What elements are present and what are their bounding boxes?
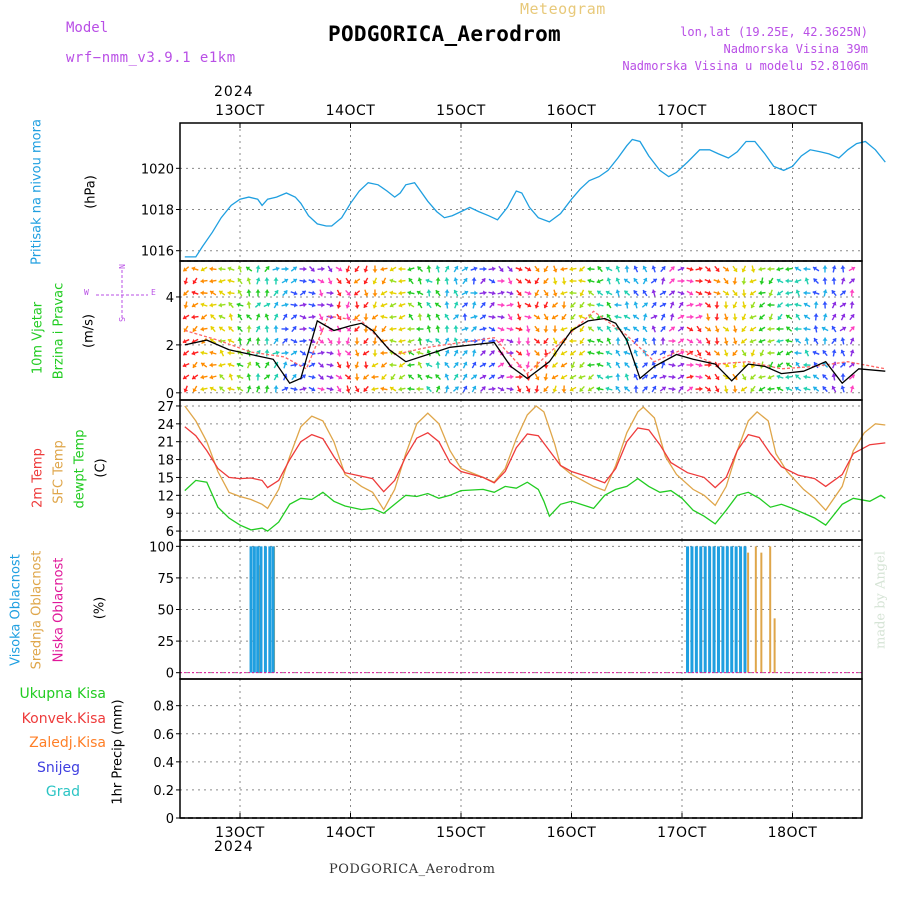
wind-direction-field (182, 265, 856, 393)
low-cloud-label: Niska Oblacnost (51, 557, 67, 663)
cloud-ytick-label: 50 (157, 604, 174, 619)
precip-panel-frame (179, 678, 863, 819)
temp2m-series-line (184, 426, 886, 493)
station-title: PODGORICA_Aerodrom (328, 22, 561, 46)
cloud-ytick-label: 0 (166, 667, 174, 682)
watermark: made by Angel (873, 551, 889, 649)
pressure-unit: (hPa) (83, 175, 99, 209)
wind-gust-series-line (184, 310, 886, 375)
cloud-ytick-label: 75 (157, 572, 174, 587)
temperature-ytick-label: 18 (157, 454, 174, 469)
time-tick-label-top: 15OCT (436, 103, 486, 119)
wind-unit: (m/s) (81, 314, 97, 348)
compass-s-label: S (116, 317, 126, 322)
dewpt-temp-label: dewpt Temp (72, 429, 88, 509)
temp-unit: (C) (93, 458, 109, 478)
sfc-temp-label: SFC Temp (51, 440, 67, 504)
cloud-unit: (%) (92, 596, 108, 620)
wind-ytick-label: 0 (166, 387, 174, 402)
model-elevation-label: Nadmorska Visina u modelu 52.8106m (622, 59, 868, 73)
pressure-series-line (184, 138, 886, 258)
precip-legend-item: Zaledj.Kisa (29, 735, 106, 751)
cloud-ytick-label: 25 (157, 635, 174, 650)
model-label: Model (66, 20, 109, 36)
time-tick-label-top: 16OCT (547, 103, 597, 119)
lonlat-label: lon,lat (19.25E, 42.3625N) (680, 25, 868, 39)
time-tick-label-bottom: 14OCT (326, 825, 376, 841)
pressure-panel-frame (179, 122, 863, 262)
high-cloud-label: Visoka Oblacnost (8, 554, 24, 666)
precip-ylabel: 1hr Precip (mm) (110, 699, 126, 805)
cloud-ytick-label: 100 (149, 540, 174, 555)
precip-legend-item: Grad (45, 784, 80, 800)
pressure-ytick-label: 1016 (141, 245, 174, 260)
temperature-ytick-label: 24 (157, 418, 174, 433)
pressure-ylabel: Pritisak na nivou mora (29, 119, 45, 265)
wind-ytick-label: 2 (166, 339, 174, 354)
model-name: wrf−nmm_v3.9.1 e1km (66, 50, 236, 66)
precip-ytick-label: 0.4 (153, 756, 174, 771)
temperature-panel-frame (179, 399, 863, 541)
compass-n-label: N (116, 264, 126, 269)
mid-cloud-label: Srednja Oblacnost (29, 550, 45, 670)
pressure-ytick-label: 1018 (141, 204, 174, 219)
temperature-ytick-label: 12 (157, 489, 174, 504)
footer-station: PODGORICA_Aerodrom (329, 862, 496, 877)
sfc-temp-series-line (184, 405, 886, 512)
meteogram-label: Meteogram (520, 0, 606, 18)
time-tick-label-bottom: 18OCT (768, 825, 818, 841)
time-tick-label-bottom: 13OCT (215, 825, 265, 841)
temperature-ytick-label: 9 (166, 507, 174, 522)
time-tick-label-top: 14OCT (326, 103, 376, 119)
pressure-ytick-label: 1020 (141, 162, 174, 177)
compass-w-label: W (84, 288, 89, 297)
time-tick-label-top: 18OCT (768, 103, 818, 119)
dewpt-temp-series-line (184, 477, 886, 532)
precip-ytick-label: 0.2 (153, 784, 174, 799)
precip-ytick-label: 0 (166, 812, 174, 827)
temperature-ytick-label: 27 (157, 400, 174, 415)
time-tick-label-bottom: 16OCT (547, 825, 597, 841)
precip-ytick-label: 0.8 (153, 700, 174, 715)
temperature-ytick-label: 21 (157, 436, 174, 451)
temp2m-label: 2m Temp (30, 448, 46, 508)
wind-ytick-label: 4 (166, 291, 174, 306)
year-label-bottom: 2024 (214, 839, 254, 855)
precip-legend-item: Snijeg (36, 759, 80, 776)
wind-ylabel-line2: Brzina i Pravac (51, 282, 67, 380)
temperature-ytick-label: 15 (157, 471, 174, 486)
precip-ytick-label: 0.6 (153, 728, 174, 743)
time-tick-label-bottom: 17OCT (657, 825, 707, 841)
time-tick-label-bottom: 15OCT (436, 825, 486, 841)
wind-speed-series-line (184, 317, 886, 385)
temperature-ytick-label: 6 (166, 525, 174, 540)
precip-legend-item: Ukupna Kisa (19, 686, 106, 702)
time-tick-label-top: 17OCT (657, 103, 707, 119)
wind-ylabel-line1: 10m Vjetar (30, 301, 46, 375)
year-label-top: 2024 (214, 84, 254, 100)
elevation-label: Nadmorska Visina 39m (723, 42, 869, 56)
time-tick-label-top: 13OCT (215, 103, 265, 119)
precip-legend-item: Konvek.Kisa (21, 710, 106, 727)
compass-e-label: E (151, 288, 156, 297)
